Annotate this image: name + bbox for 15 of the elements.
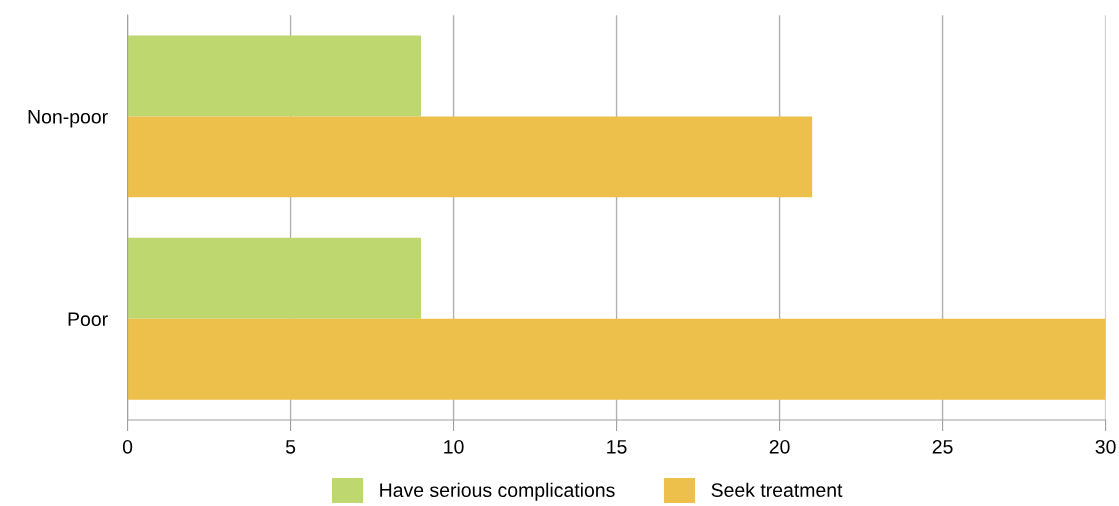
bar [127, 237, 421, 319]
legend-label: Have serious complications [380, 482, 615, 501]
x-tick-label: 15 [607, 440, 627, 454]
bar [127, 116, 813, 198]
legend-label: Seek treatment [711, 482, 843, 498]
x-tick-label: 20 [769, 439, 790, 454]
bar [127, 318, 1106, 400]
x-tick-label: 5 [285, 440, 296, 454]
x-tick-label: 0 [122, 439, 133, 454]
x-tick-label: 10 [444, 439, 464, 454]
y-tick-label: Poor [68, 312, 108, 327]
bar [127, 35, 421, 117]
x-tick-label: 30 [1095, 439, 1116, 454]
y-tick-label: Non-poor [28, 110, 108, 128]
x-tick-label: 25 [932, 439, 953, 454]
